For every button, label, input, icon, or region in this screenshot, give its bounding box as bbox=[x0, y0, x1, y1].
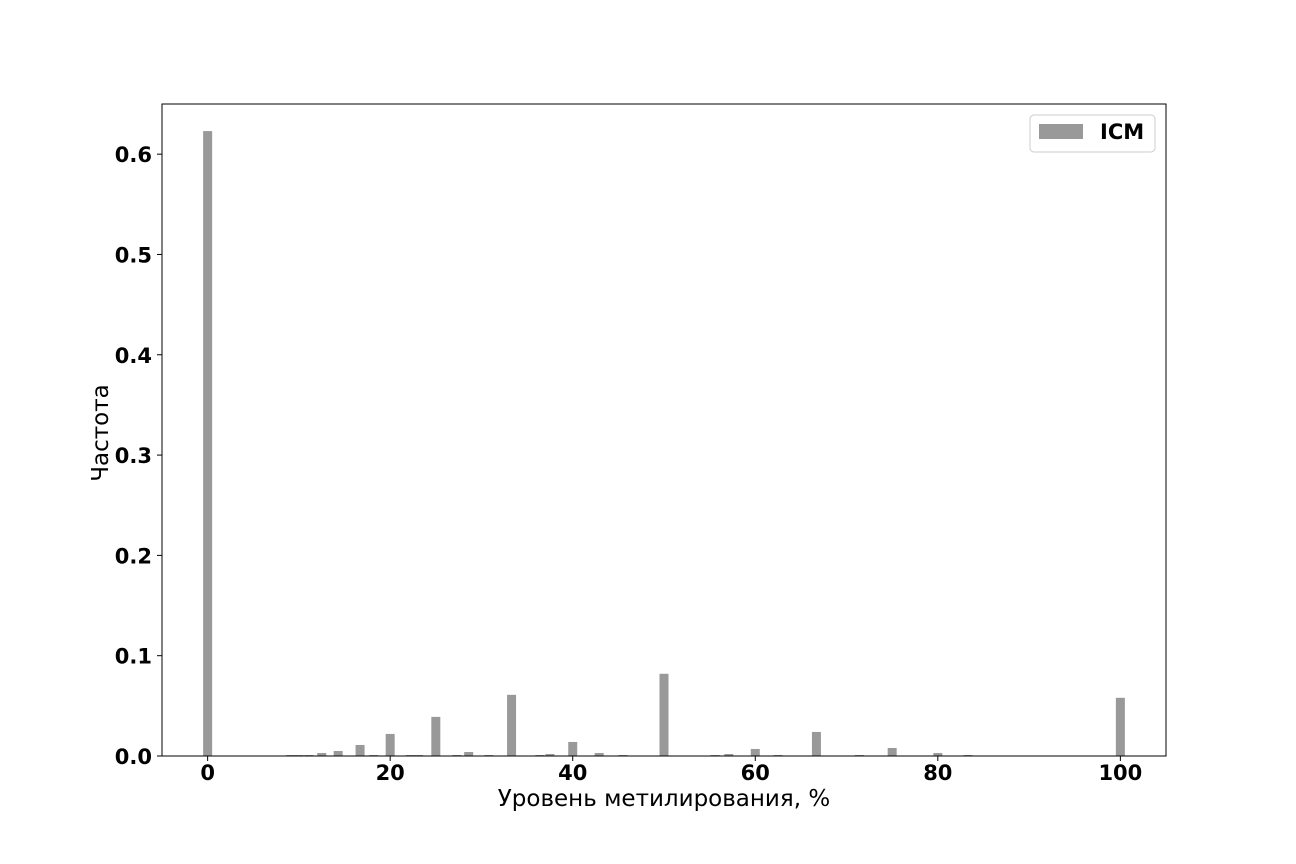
x-tick-label: 0 bbox=[200, 761, 215, 785]
x-tick-label: 100 bbox=[1098, 761, 1142, 785]
bar bbox=[811, 731, 821, 756]
y-axis-label: Частота bbox=[88, 384, 114, 481]
x-tick-label: 40 bbox=[558, 761, 587, 785]
bar bbox=[507, 694, 517, 756]
y-tick-label: 0.5 bbox=[115, 243, 152, 267]
legend-swatch bbox=[1039, 124, 1083, 139]
bar bbox=[385, 733, 395, 756]
bar bbox=[750, 748, 760, 756]
y-tick-label: 0.6 bbox=[115, 143, 152, 167]
bar bbox=[594, 752, 604, 756]
y-tick-label: 0.3 bbox=[115, 444, 152, 468]
bar bbox=[431, 716, 441, 756]
legend-label: ICM bbox=[1100, 120, 1144, 144]
x-tick-label: 80 bbox=[923, 761, 952, 785]
y-axis: 0.0 0.1 0.2 0.3 0.4 0.5 0.6 bbox=[115, 143, 162, 769]
bar bbox=[355, 744, 365, 756]
bar bbox=[724, 753, 734, 756]
y-tick-label: 0.2 bbox=[115, 544, 152, 568]
bar bbox=[464, 751, 474, 756]
plot-frame bbox=[161, 103, 1167, 757]
bar bbox=[887, 747, 897, 756]
x-tick-label: 20 bbox=[376, 761, 405, 785]
bar bbox=[933, 752, 943, 756]
bar bbox=[568, 741, 578, 756]
y-tick-label: 0.4 bbox=[115, 344, 152, 368]
bar bbox=[203, 131, 213, 756]
x-axis-label: Уровень метилирования, % bbox=[498, 786, 830, 812]
bar bbox=[317, 752, 327, 756]
bar bbox=[545, 753, 555, 756]
y-tick-label: 0.1 bbox=[115, 645, 152, 669]
x-axis: 0 20 40 60 80 100 bbox=[200, 756, 1142, 785]
y-tick-label: 0.0 bbox=[115, 745, 152, 769]
bar-group bbox=[203, 131, 1125, 756]
bar bbox=[333, 750, 343, 756]
x-tick-label: 60 bbox=[741, 761, 770, 785]
legend: ICM bbox=[1029, 114, 1156, 153]
bar bbox=[1115, 697, 1125, 756]
bar bbox=[659, 673, 669, 756]
